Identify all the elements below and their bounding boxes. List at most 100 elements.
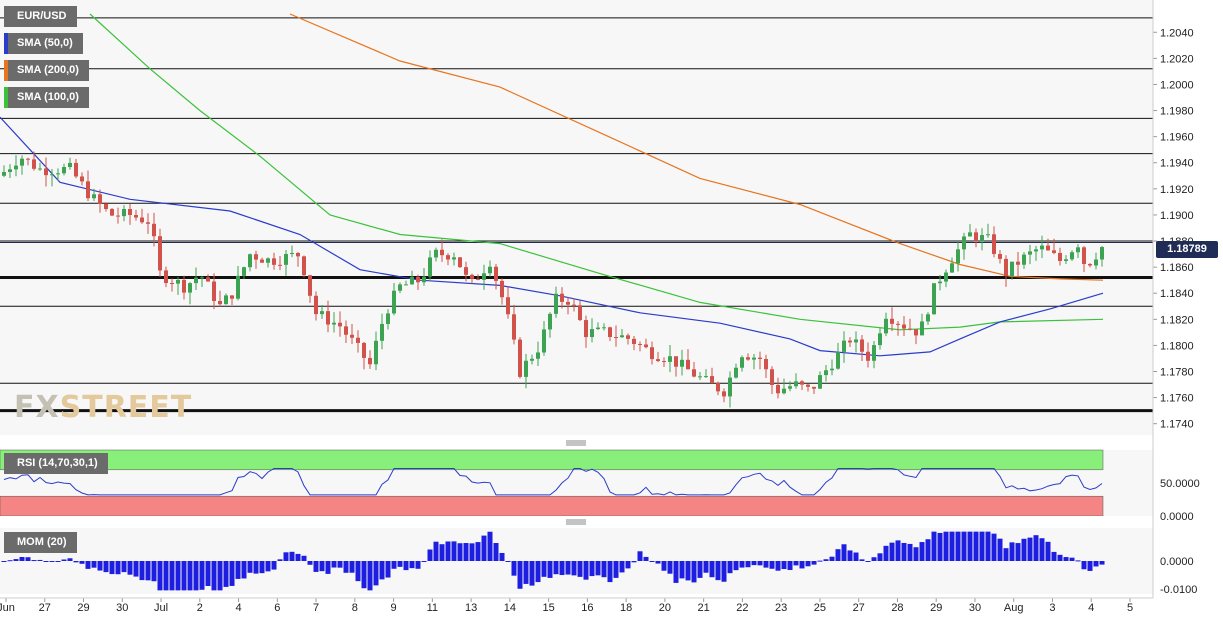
momentum-bar [523,561,529,584]
momentum-bar [643,556,649,561]
candle-down [518,339,522,377]
panel-splitter[interactable] [0,437,1153,449]
candle-up [524,360,528,377]
momentum-bar [703,561,709,573]
candle-down [98,194,102,204]
momentum-bar [751,561,757,566]
candle-down [152,223,156,237]
momentum-bar [877,553,883,561]
momentum-bar [433,541,439,561]
x-tick-label: 18 [620,602,632,614]
momentum-bar [163,561,169,591]
panel-splitter[interactable] [0,516,1153,528]
momentum-bar [1021,538,1027,561]
candle-down [992,234,996,254]
momentum-bar [973,531,979,561]
momentum-bar [109,561,115,575]
candle-down [350,334,354,338]
momentum-bar [37,559,43,561]
candle-up [332,322,336,325]
momentum-bar [733,561,739,571]
candle-up [950,263,954,273]
candle-up [194,277,198,284]
candle-up [938,281,942,284]
candle-down [134,214,138,218]
candle-down [1052,250,1056,253]
y-tick-label: 1.2020 [1160,53,1194,65]
momentum-bar [577,561,583,577]
y-tick-label: 1.2000 [1160,79,1194,91]
candle-down [812,386,816,389]
candle-up [830,368,834,371]
momentum-label[interactable]: MOM (20) [4,532,77,553]
candle-up [404,284,408,286]
momentum-bar [601,561,607,578]
x-tick-label: 13 [465,602,477,614]
candle-down [686,359,690,370]
symbol-label[interactable]: EUR/USD [4,6,77,27]
candle-down [506,297,510,315]
candle-down [182,279,186,293]
rsi-y-tick-label: 0.0000 [1160,511,1194,523]
candle-down [494,266,498,281]
candle-up [14,165,18,170]
momentum-bar [709,561,715,578]
momentum-y-tick-label: 0.0000 [1160,556,1194,568]
momentum-bar [661,561,667,571]
momentum-bar [121,561,127,573]
y-tick-label: 1.1960 [1160,132,1194,144]
momentum-bar [889,542,895,561]
candle-up [1010,261,1014,277]
momentum-bar [1063,557,1069,561]
indicator-label-sma50[interactable]: SMA (50,0) [4,33,83,54]
y-tick-label: 1.1800 [1160,340,1194,352]
candle-down [104,203,108,210]
candle-down [764,358,768,370]
fxstreet-watermark: FXSTREET [14,390,193,425]
sma200-label-text: SMA (200,0) [17,64,79,76]
momentum-bar [205,561,211,586]
momentum-bar [553,561,559,575]
momentum-bar [295,553,301,561]
momentum-bar [667,561,673,574]
x-tick-label: 4 [1088,602,1094,614]
candle-up [932,283,936,315]
momentum-bar [337,561,343,568]
x-tick-label: 16 [581,602,593,614]
momentum-bar [1033,535,1039,561]
x-tick-label: 28 [891,602,903,614]
candle-down [512,314,516,340]
momentum-bar [415,561,421,569]
indicator-label-sma200[interactable]: SMA (200,0) [4,60,89,81]
candle-up [1064,259,1068,262]
candle-up [590,329,594,338]
candle-up [452,257,456,260]
momentum-bar [217,561,223,591]
rsi-label[interactable]: RSI (14,70,30,1) [4,453,108,474]
candle-up [962,236,966,250]
momentum-bar [463,543,469,561]
candle-up [1040,245,1044,250]
momentum-bar [625,561,631,569]
candle-down [866,351,870,361]
momentum-bar [343,561,349,573]
momentum-bar [745,561,751,568]
indicator-label-sma100[interactable]: SMA (100,0) [4,87,89,108]
momentum-bar [157,561,163,591]
momentum-bar [721,561,727,582]
candle-down [692,369,696,377]
momentum-bar [937,532,943,561]
momentum-bar [331,561,337,568]
candle-down [902,324,906,329]
x-tick-label: 9 [391,602,397,614]
candle-up [836,351,840,369]
candle-down [650,347,654,360]
candle-up [68,162,72,168]
momentum-bar [799,561,805,569]
candle-up [602,327,606,329]
candle-down [770,369,774,386]
momentum-bar [925,539,931,561]
candle-up [734,367,738,378]
candle-down [638,343,642,345]
candle-down [578,305,582,321]
